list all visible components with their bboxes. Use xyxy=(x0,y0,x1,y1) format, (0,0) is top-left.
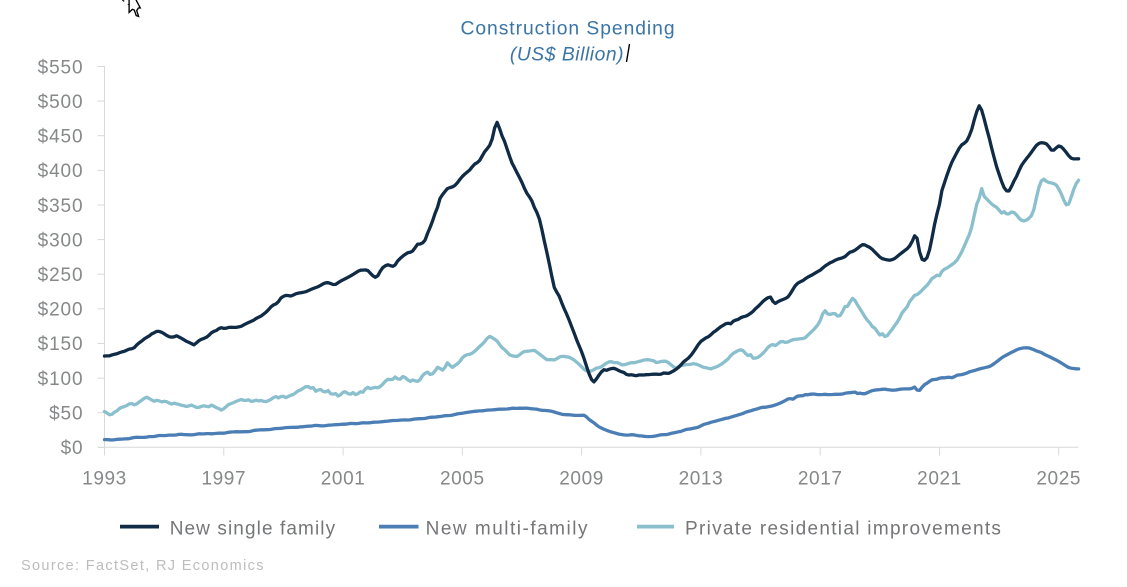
svg-text:2021: 2021 xyxy=(917,469,962,490)
svg-text:$450: $450 xyxy=(38,127,84,148)
svg-text:$150: $150 xyxy=(38,334,84,355)
svg-text:$300: $300 xyxy=(38,230,84,251)
svg-text:(US$ Billion): (US$ Billion) xyxy=(510,45,624,66)
svg-text:1997: 1997 xyxy=(201,469,246,490)
svg-text:$200: $200 xyxy=(38,300,84,321)
svg-text:Private residential improvemen: Private residential improvements xyxy=(685,519,1002,540)
svg-text:$350: $350 xyxy=(38,196,84,217)
svg-text:$0: $0 xyxy=(61,438,84,459)
svg-text:$550: $550 xyxy=(38,57,84,78)
svg-text:Construction Spending: Construction Spending xyxy=(460,19,675,40)
svg-text:$100: $100 xyxy=(38,369,84,390)
svg-text:1993: 1993 xyxy=(82,469,127,490)
svg-text:New single family: New single family xyxy=(170,519,337,540)
svg-text:2005: 2005 xyxy=(440,469,485,490)
svg-text:Source: FactSet, RJ Economics: Source: FactSet, RJ Economics xyxy=(21,558,265,574)
svg-text:$250: $250 xyxy=(38,265,84,286)
svg-text:2025: 2025 xyxy=(1036,469,1081,490)
svg-text:2013: 2013 xyxy=(679,469,724,490)
svg-text:2017: 2017 xyxy=(798,469,843,490)
svg-text:New multi-family: New multi-family xyxy=(426,519,589,540)
svg-text:2001: 2001 xyxy=(321,469,366,490)
svg-text:$400: $400 xyxy=(38,161,84,182)
svg-text:$500: $500 xyxy=(38,92,84,113)
svg-text:$50: $50 xyxy=(49,404,83,425)
svg-text:2009: 2009 xyxy=(559,469,604,490)
